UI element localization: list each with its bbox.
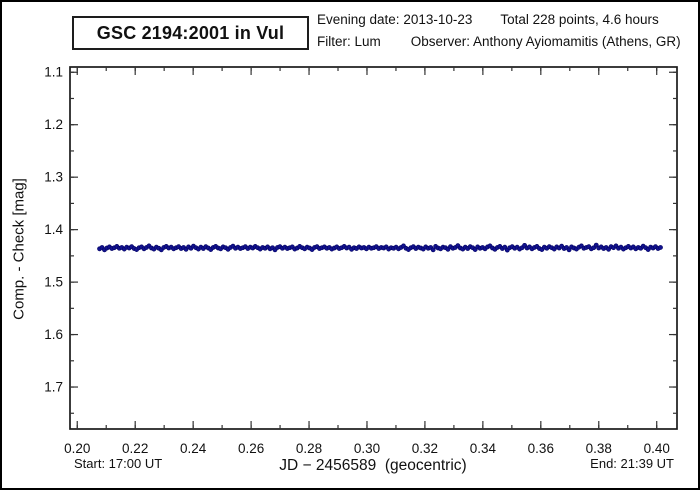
end-time-label: End: 21:39 UT: [590, 456, 674, 471]
x-tick-label: 0.26: [238, 441, 264, 456]
header-line-1: Evening date: 2013-10-23 Total 228 point…: [317, 13, 681, 27]
start-time-label: Start: 17:00 UT: [74, 456, 163, 471]
x-tick-label: 0.28: [296, 441, 322, 456]
y-tick-label: 1.4: [44, 222, 63, 237]
y-tick-label: 1.1: [44, 65, 63, 80]
x-tick-label: 0.30: [354, 441, 380, 456]
x-tick-label: 0.36: [528, 441, 554, 456]
page-title: GSC 2194:2001 in Vul: [96, 22, 285, 43]
x-tick-label: 0.32: [412, 441, 438, 456]
plot-frame: [69, 66, 678, 430]
x-tick-label: 0.22: [122, 441, 148, 456]
x-tick-label: 0.20: [64, 441, 90, 456]
x-tick-label: 0.40: [644, 441, 670, 456]
observer-label: Observer: Anthony Ayiomamitis (Athens, G…: [410, 33, 681, 49]
y-tick-label: 1.7: [44, 380, 63, 395]
data-point: [658, 245, 663, 250]
x-tick-label: 0.24: [180, 441, 207, 456]
observation-header: Evening date: 2013-10-23 Total 228 point…: [317, 13, 681, 56]
header-line-2: Filter: Lum Observer: Anthony Ayiomamiti…: [317, 33, 681, 49]
y-tick-label: 1.6: [44, 327, 63, 342]
filter-label: Filter: Lum: [317, 33, 381, 49]
y-tick-label: 1.3: [44, 170, 63, 185]
x-tick-label: 0.34: [470, 441, 497, 456]
y-tick-label: 1.5: [44, 275, 63, 290]
data-point: [430, 247, 436, 253]
evening-date-label: Evening date: 2013-10-23: [317, 12, 473, 27]
x-tick-label: 0.38: [586, 441, 612, 456]
total-points-label: Total 228 points, 4.6 hours: [500, 12, 659, 27]
y-tick-label: 1.2: [44, 117, 63, 132]
x-axis-title: JD − 2456589 (geocentric): [279, 457, 467, 474]
y-axis-title: Comp. - Check [mag]: [10, 178, 28, 320]
star-title-box: GSC 2194:2001 in Vul: [72, 16, 309, 50]
